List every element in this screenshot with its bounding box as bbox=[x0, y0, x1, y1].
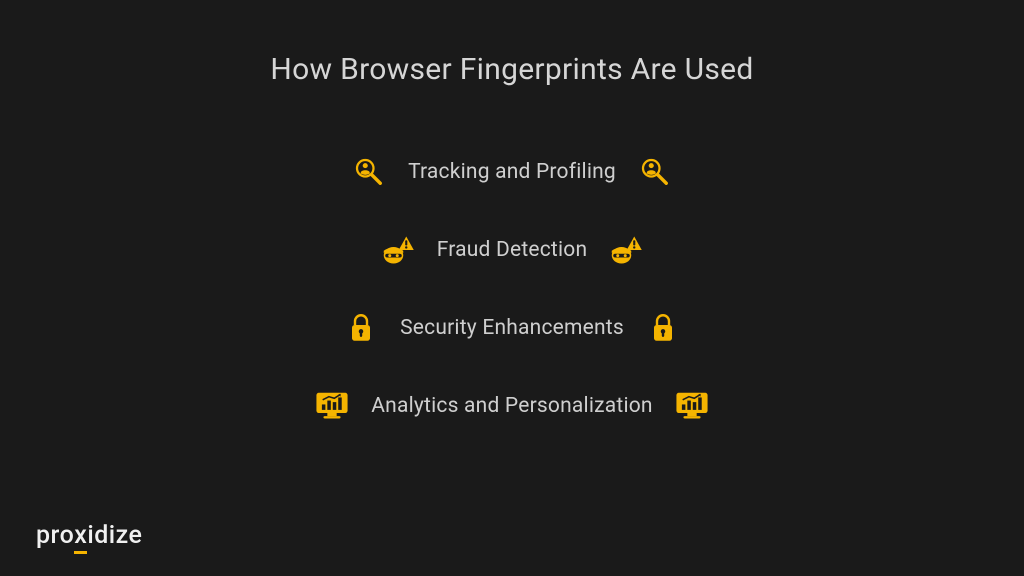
item-row-security: Security Enhancements bbox=[344, 311, 680, 345]
logo-pre: pro bbox=[36, 521, 74, 550]
fraud-alert-icon bbox=[609, 233, 643, 267]
analytics-monitor-icon bbox=[315, 389, 349, 423]
item-row-fraud: Fraud Detection bbox=[381, 233, 644, 267]
padlock-icon bbox=[646, 311, 680, 345]
analytics-monitor-icon bbox=[675, 389, 709, 423]
item-row-analytics: Analytics and Personalization bbox=[315, 389, 708, 423]
item-label: Analytics and Personalization bbox=[371, 394, 652, 418]
items-list: Tracking and Profiling Fraud Detection S… bbox=[315, 155, 708, 423]
padlock-icon bbox=[344, 311, 378, 345]
item-label: Fraud Detection bbox=[437, 238, 588, 262]
item-label: Security Enhancements bbox=[400, 316, 624, 340]
fraud-alert-icon bbox=[381, 233, 415, 267]
item-label: Tracking and Profiling bbox=[408, 160, 616, 184]
magnify-person-icon bbox=[638, 155, 672, 189]
magnify-person-icon bbox=[352, 155, 386, 189]
brand-logo: proxidize bbox=[36, 521, 142, 550]
logo-x: x bbox=[74, 521, 87, 550]
logo-post: idize bbox=[87, 521, 142, 550]
item-row-tracking: Tracking and Profiling bbox=[352, 155, 672, 189]
infographic-slide: How Browser Fingerprints Are Used Tracki… bbox=[0, 0, 1024, 576]
slide-title: How Browser Fingerprints Are Used bbox=[270, 52, 753, 87]
